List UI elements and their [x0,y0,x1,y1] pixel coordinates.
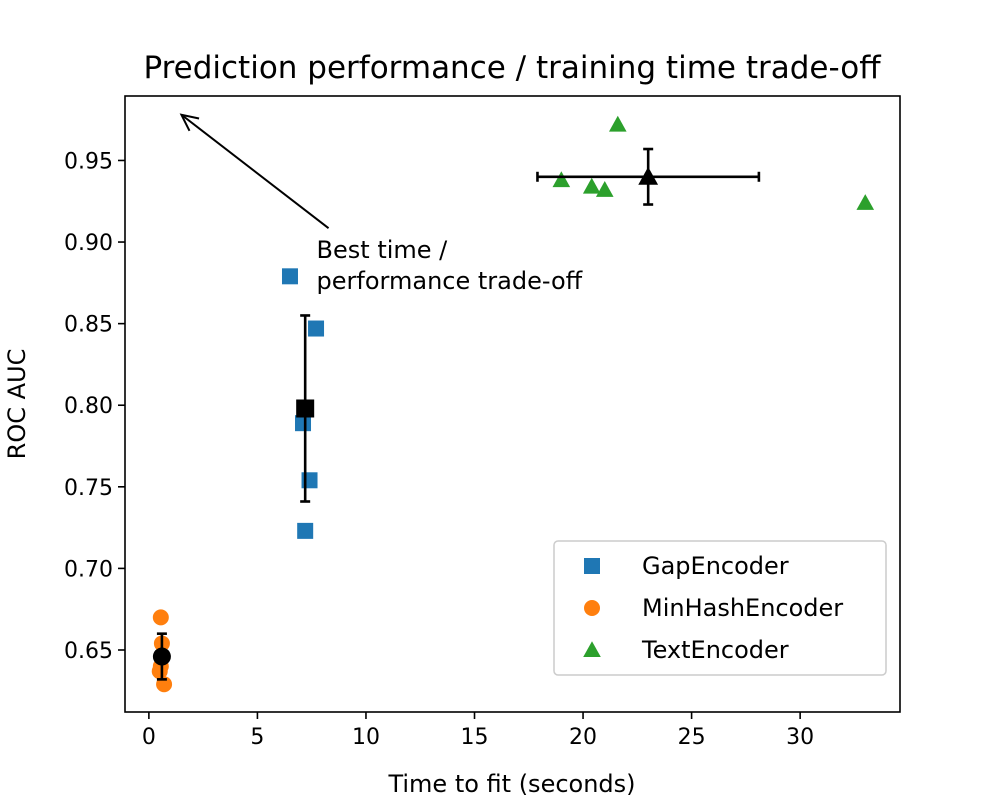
gapencoder-mean-marker [296,399,315,418]
plot-frame [124,95,901,713]
plot-marks [151,115,875,693]
y-tick-label: 0.75 [64,476,113,501]
legend-label: GapEncoder [642,552,789,580]
gapencoder-point [295,415,312,432]
chart-title: Prediction performance / training time t… [143,50,881,86]
textencoder-mean-marker [638,166,659,185]
minhashencoder-point [152,609,169,626]
gapencoder-point [308,320,325,337]
textencoder-point [552,171,571,188]
textencoder-point [856,194,875,210]
x-tick-label: 0 [142,725,156,750]
annotation: Best time / performance trade-off [179,113,583,295]
x-axis-label: Time to fit (seconds) [387,770,635,798]
minhashencoder-point [151,663,168,680]
legend-marker-gapencoder [584,558,600,574]
y-tick-label: 0.80 [64,394,113,419]
y-tick-label: 0.70 [64,557,113,582]
annotation-arrow-head [179,113,200,132]
y-tick-label: 0.95 [64,149,113,174]
x-tick-label: 15 [461,725,489,750]
annotation-arrow-shaft [180,113,330,229]
x-tick-label: 25 [678,725,706,750]
textencoder-point [582,177,601,194]
legend-label: TextEncoder [641,636,789,664]
gapencoder-point [281,268,298,285]
y-tick-label: 0.90 [64,231,113,256]
gapencoder-point [297,522,314,539]
x-axis: 0 5 10 15 20 25 30 [142,712,814,750]
legend-box [553,540,887,676]
minhashencoder-mean-marker [152,647,171,666]
legend-marker-textencoder [583,641,601,658]
x-tick-label: 5 [250,725,264,750]
x-tick-label: 30 [786,725,814,750]
annotation-text: performance trade-off [317,267,583,295]
textencoder-point [608,115,627,132]
y-tick-label: 0.85 [64,313,113,338]
legend-label: MinHashEncoder [642,594,843,622]
y-axis-label: ROC AUC [3,349,31,460]
y-axis: 0.65 0.70 0.75 0.80 0.85 0.90 0.95 [64,149,125,664]
legend-marker-minhashencoder [584,600,600,616]
textencoder-point [595,181,614,197]
x-tick-label: 10 [352,725,380,750]
x-tick-label: 20 [569,725,597,750]
legend: GapEncoder MinHashEncoder TextEncoder [553,540,887,676]
y-tick-label: 0.65 [64,639,113,664]
annotation-text: Best time / [317,236,449,264]
